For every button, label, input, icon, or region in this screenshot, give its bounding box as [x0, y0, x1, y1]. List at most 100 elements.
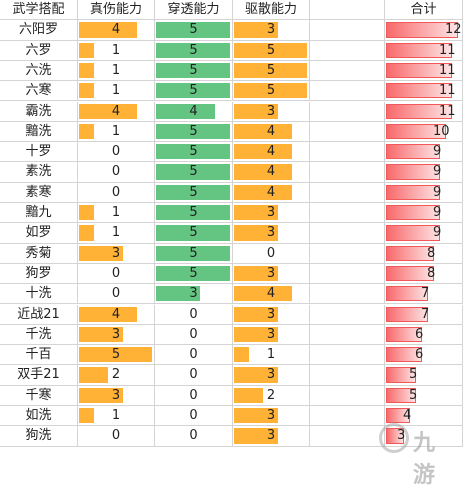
dispel-cell[interactable]: 3	[233, 304, 310, 325]
truedmg-cell[interactable]: 0	[78, 263, 155, 285]
combo-name-cell[interactable]: 千洗	[0, 324, 78, 346]
combo-name-cell[interactable]: 素寒	[0, 182, 78, 203]
total-cell[interactable]: 4	[385, 406, 463, 427]
pen-cell[interactable]: 0	[155, 385, 233, 406]
truedmg-cell[interactable]: 1	[78, 121, 155, 143]
empty-cell[interactable]	[310, 426, 385, 447]
total-cell[interactable]: 11	[385, 81, 463, 102]
truedmg-cell[interactable]: 0	[78, 284, 155, 305]
truedmg-cell[interactable]: 2	[78, 365, 155, 386]
truedmg-cell[interactable]: 1	[78, 60, 155, 82]
pen-cell[interactable]: 0	[155, 324, 233, 346]
empty-cell[interactable]	[310, 162, 385, 183]
empty-cell[interactable]	[310, 20, 385, 41]
total-cell[interactable]: 11	[385, 60, 463, 82]
pen-cell[interactable]: 5	[155, 263, 233, 285]
dispel-cell[interactable]: 5	[233, 40, 310, 61]
pen-cell[interactable]: 5	[155, 121, 233, 143]
dispel-cell[interactable]: 3	[233, 263, 310, 285]
dispel-cell[interactable]: 5	[233, 60, 310, 82]
combo-name-cell[interactable]: 十罗	[0, 142, 78, 163]
dispel-cell[interactable]: 3	[233, 203, 310, 224]
pen-cell[interactable]: 0	[155, 365, 233, 386]
dispel-cell[interactable]: 4	[233, 182, 310, 203]
total-cell[interactable]: 12	[385, 20, 463, 41]
total-cell[interactable]: 11	[385, 101, 463, 122]
dispel-cell[interactable]: 5	[233, 81, 310, 102]
combo-name-cell[interactable]: 千百	[0, 345, 78, 366]
combo-name-cell[interactable]: 如洗	[0, 406, 78, 427]
combo-name-cell[interactable]: 黯九	[0, 203, 78, 224]
combo-name-cell[interactable]: 六洗	[0, 60, 78, 82]
truedmg-cell[interactable]: 0	[78, 162, 155, 183]
combo-name-cell[interactable]: 狗罗	[0, 263, 78, 285]
header-cell-0[interactable]: 武学搭配	[0, 0, 78, 21]
empty-cell[interactable]	[310, 345, 385, 366]
pen-cell[interactable]: 4	[155, 101, 233, 122]
truedmg-cell[interactable]: 1	[78, 81, 155, 102]
pen-cell[interactable]: 3	[155, 284, 233, 305]
pen-cell[interactable]: 5	[155, 40, 233, 61]
total-cell[interactable]: 9	[385, 162, 463, 183]
combo-name-cell[interactable]: 十洗	[0, 284, 78, 305]
combo-name-cell[interactable]: 双手21	[0, 365, 78, 386]
dispel-cell[interactable]: 3	[233, 101, 310, 122]
dispel-cell[interactable]: 4	[233, 142, 310, 163]
empty-cell[interactable]	[310, 182, 385, 203]
dispel-cell[interactable]: 4	[233, 284, 310, 305]
total-cell[interactable]: 6	[385, 324, 463, 346]
empty-cell[interactable]	[310, 60, 385, 82]
pen-cell[interactable]: 0	[155, 345, 233, 366]
truedmg-cell[interactable]: 1	[78, 223, 155, 244]
dispel-cell[interactable]: 4	[233, 162, 310, 183]
empty-cell[interactable]	[310, 121, 385, 143]
header-cell-2[interactable]: 穿透能力	[155, 0, 233, 21]
dispel-cell[interactable]: 2	[233, 385, 310, 406]
total-cell[interactable]: 11	[385, 40, 463, 61]
truedmg-cell[interactable]: 5	[78, 345, 155, 366]
dispel-cell[interactable]: 3	[233, 223, 310, 244]
pen-cell[interactable]: 5	[155, 223, 233, 244]
combo-name-cell[interactable]: 千寒	[0, 385, 78, 406]
truedmg-cell[interactable]: 0	[78, 142, 155, 163]
dispel-cell[interactable]: 3	[233, 324, 310, 346]
dispel-cell[interactable]: 3	[233, 426, 310, 447]
combo-name-cell[interactable]: 黯洗	[0, 121, 78, 143]
empty-cell[interactable]	[310, 365, 385, 386]
dispel-cell[interactable]: 3	[233, 406, 310, 427]
truedmg-cell[interactable]: 4	[78, 304, 155, 325]
combo-name-cell[interactable]: 六寒	[0, 81, 78, 102]
combo-name-cell[interactable]: 霸洗	[0, 101, 78, 122]
pen-cell[interactable]: 5	[155, 243, 233, 264]
total-cell[interactable]: 8	[385, 263, 463, 285]
truedmg-cell[interactable]: 1	[78, 203, 155, 224]
combo-name-cell[interactable]: 秀菊	[0, 243, 78, 264]
truedmg-cell[interactable]: 0	[78, 182, 155, 203]
empty-cell[interactable]	[310, 304, 385, 325]
truedmg-cell[interactable]: 4	[78, 101, 155, 122]
combo-name-cell[interactable]: 如罗	[0, 223, 78, 244]
header-cell-1[interactable]: 真伤能力	[78, 0, 155, 21]
truedmg-cell[interactable]: 1	[78, 406, 155, 427]
combo-name-cell[interactable]: 六罗	[0, 40, 78, 61]
dispel-cell[interactable]: 0	[233, 243, 310, 264]
total-cell[interactable]: 7	[385, 284, 463, 305]
pen-cell[interactable]: 5	[155, 203, 233, 224]
total-cell[interactable]: 8	[385, 243, 463, 264]
empty-cell[interactable]	[310, 223, 385, 244]
combo-name-cell[interactable]: 近战21	[0, 304, 78, 325]
empty-cell[interactable]	[310, 263, 385, 285]
pen-cell[interactable]: 5	[155, 81, 233, 102]
total-cell[interactable]: 10	[385, 121, 463, 143]
empty-cell[interactable]	[310, 142, 385, 163]
truedmg-cell[interactable]: 0	[78, 426, 155, 447]
empty-cell[interactable]	[310, 101, 385, 122]
pen-cell[interactable]: 0	[155, 304, 233, 325]
empty-cell[interactable]	[310, 324, 385, 346]
total-cell[interactable]: 6	[385, 345, 463, 366]
total-cell[interactable]: 7	[385, 304, 463, 325]
empty-cell[interactable]	[310, 284, 385, 305]
combo-name-cell[interactable]: 素洗	[0, 162, 78, 183]
header-cell-3[interactable]: 驱散能力	[233, 0, 310, 21]
truedmg-cell[interactable]: 3	[78, 243, 155, 264]
